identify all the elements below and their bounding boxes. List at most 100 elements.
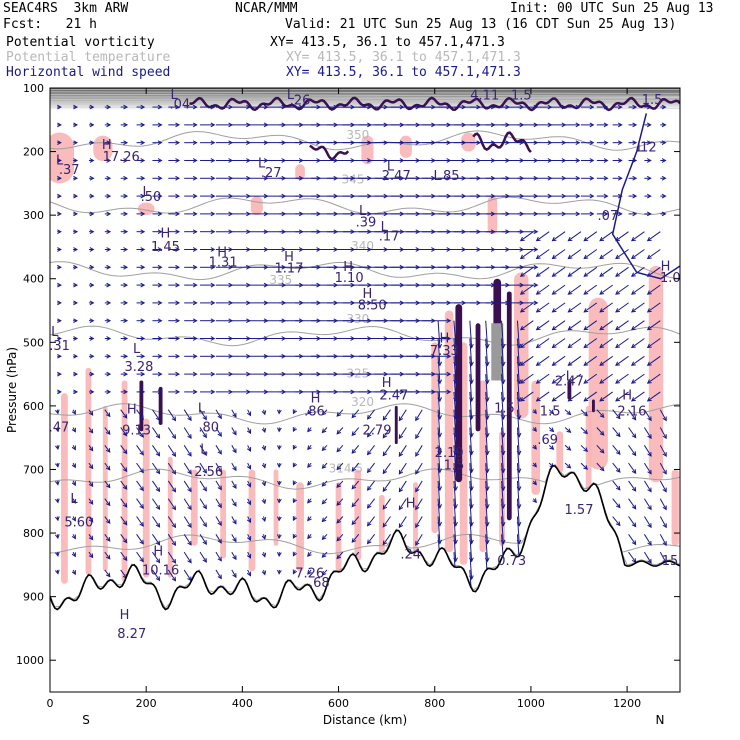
- extremum-label: .86: [304, 404, 325, 419]
- wind-vector-head: [366, 432, 372, 438]
- wind-vector-head: [567, 325, 573, 331]
- stratosphere-contour: [50, 97, 680, 100]
- x-tick-label: 1000: [517, 697, 545, 710]
- wind-vector: [231, 427, 237, 435]
- wind-vector-head: [535, 325, 541, 331]
- wind-vector-head: [54, 427, 60, 433]
- wind-vector-head: [292, 516, 298, 522]
- wind-vector-head: [210, 247, 216, 252]
- wind-vector-head: [105, 465, 111, 471]
- wind-vector-head: [532, 427, 537, 432]
- wind-vector: [501, 516, 504, 544]
- wind-vector-head: [202, 451, 207, 457]
- wind-vector-head: [71, 498, 76, 504]
- wind-vector-head: [336, 429, 342, 435]
- wind-vector-head: [73, 264, 79, 270]
- wind-vector-head: [73, 389, 79, 395]
- wind-vector-head: [157, 158, 163, 163]
- wind-vector-head: [73, 371, 79, 377]
- wind-vector-head: [140, 353, 146, 359]
- wind-vector-head: [106, 122, 112, 128]
- wind-vector: [231, 445, 237, 453]
- wind-vector-head: [139, 486, 144, 492]
- wind-vector-head: [519, 397, 525, 402]
- wind-vector-head: [599, 254, 605, 260]
- extremum-label: 2.19: [435, 446, 464, 461]
- wind-vector-head: [615, 485, 621, 491]
- wind-vector-head: [599, 397, 605, 402]
- wind-vector: [583, 231, 598, 242]
- wind-vector-head: [631, 415, 637, 421]
- x-tick-label: 1200: [613, 697, 641, 710]
- wind-vector: [501, 463, 504, 491]
- wind-vector-head: [567, 343, 573, 349]
- wind-vector: [516, 374, 520, 402]
- pv-tower: [394, 405, 398, 445]
- wind-vector-head: [106, 158, 112, 163]
- y-tick-label: 500: [23, 336, 44, 349]
- wind-vector: [437, 320, 441, 348]
- wind-vector-head: [647, 558, 652, 564]
- wind-vector-head: [630, 308, 636, 313]
- extremum-label: H: [161, 226, 171, 241]
- wind-vector: [520, 231, 534, 242]
- wind-vector: [615, 302, 629, 313]
- wind-vector-head: [202, 557, 207, 563]
- x-tick-label: 0: [47, 697, 54, 710]
- wind-vector-head: [336, 465, 342, 471]
- wind-vector-head: [646, 236, 652, 242]
- wind-vector-head: [57, 247, 62, 252]
- wind-vector-head: [292, 462, 298, 468]
- wind-vector: [215, 551, 222, 561]
- extremum-label: .85: [439, 169, 460, 184]
- wind-vector-head: [157, 300, 163, 306]
- extremum-label: 9.13: [122, 424, 151, 439]
- wind-vector: [659, 462, 667, 475]
- wind-vector: [536, 302, 550, 313]
- wind-vector-head: [632, 104, 638, 110]
- wind-vector-head: [446, 389, 452, 395]
- wind-vector: [398, 516, 407, 528]
- wind-vector: [322, 516, 328, 522]
- wind-vector: [247, 462, 251, 470]
- wind-vector: [152, 498, 160, 510]
- field-pv-xy: XY= 413.5, 36.1 to 457.1,471.3: [270, 35, 505, 50]
- extremum-label: .27: [261, 166, 282, 181]
- wind-speed-blob: [190, 469, 198, 546]
- wind-vector: [516, 356, 520, 384]
- wind-vector: [568, 391, 582, 402]
- wind-vector-head: [232, 501, 237, 507]
- wind-vector: [322, 551, 328, 558]
- wind-speed-blob: [399, 135, 412, 158]
- extremum-label: .17: [379, 230, 400, 245]
- wind-vector: [120, 480, 128, 490]
- wind-vector: [520, 284, 534, 295]
- wind-vector: [520, 373, 534, 384]
- wind-vector-head: [171, 505, 177, 511]
- wind-vector: [580, 462, 588, 470]
- extremum-label: L: [170, 88, 178, 103]
- wind-vector-head: [106, 247, 112, 252]
- wind-vector-head: [446, 336, 452, 341]
- wind-vector-head: [336, 447, 342, 453]
- wind-vector-head: [54, 569, 60, 575]
- wind-vector: [485, 409, 489, 437]
- wind-vector-head: [277, 445, 282, 451]
- theta-contour-line: [50, 325, 680, 347]
- wind-vector-head: [122, 538, 128, 544]
- wind-vector-head: [71, 516, 76, 522]
- wind-vector-head: [646, 272, 652, 277]
- wind-vector: [599, 320, 613, 331]
- x-axis-label: Distance (km): [323, 713, 407, 727]
- wind-vector: [215, 534, 222, 544]
- wind-vector: [453, 480, 457, 508]
- wind-vector: [104, 551, 111, 560]
- wind-vector-head: [351, 502, 357, 508]
- wind-vector-head: [575, 175, 581, 181]
- wind-vector-head: [321, 517, 327, 523]
- wind-vector-head: [615, 521, 621, 527]
- wind-vector-head: [105, 483, 111, 489]
- wind-vector-head: [446, 318, 452, 324]
- extremum-label: H: [217, 245, 227, 260]
- wind-vector: [415, 516, 423, 528]
